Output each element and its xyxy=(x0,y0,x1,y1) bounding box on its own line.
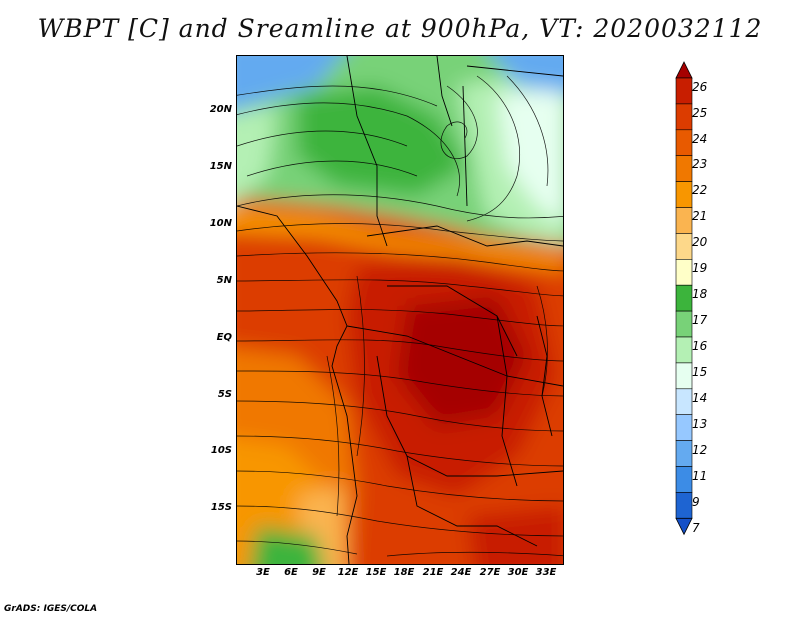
grads-credit: GrADS: IGES/COLA xyxy=(4,604,98,614)
colorbar-segment xyxy=(675,414,693,441)
colorbar-label-14: 14 xyxy=(692,391,708,405)
colorbar-segment xyxy=(675,181,693,208)
lat-label-15n: 15N xyxy=(209,161,232,172)
lat-label-5s: 5S xyxy=(217,389,232,400)
borders xyxy=(237,56,563,564)
lon-label-30e: 30E xyxy=(507,567,529,578)
colorbar-segment xyxy=(675,233,693,260)
colorbar-label-17: 17 xyxy=(692,313,708,327)
lon-label-18e: 18E xyxy=(393,567,415,578)
colorbar-segment xyxy=(675,129,693,157)
lat-label-20n: 20N xyxy=(209,104,232,115)
colorbar-label-18: 18 xyxy=(692,287,708,301)
lon-label-21e: 21E xyxy=(422,567,444,578)
lon-label-27e: 27E xyxy=(479,567,501,578)
colorbar-segment xyxy=(675,77,693,105)
colorbar-segment xyxy=(675,259,693,286)
lon-label-24e: 24E xyxy=(450,567,472,578)
lat-label-15s: 15S xyxy=(210,502,232,513)
lon-label-15e: 15E xyxy=(365,567,387,578)
lat-label-10n: 10N xyxy=(209,218,232,229)
colorbar-label-7: 7 xyxy=(692,521,700,535)
colorbar-segment xyxy=(675,207,693,234)
colorbar-label-13: 13 xyxy=(692,417,708,431)
colorbar-label-11: 11 xyxy=(692,469,708,483)
colorbar-segment xyxy=(675,103,693,131)
chart-title: WBPT [C] and Sreamline at 900hPa, VT: 20… xyxy=(37,14,763,43)
lon-label-6e: 6E xyxy=(284,567,298,578)
colorbar-segment xyxy=(675,362,693,390)
colorbar-bottom-arrow xyxy=(675,517,693,536)
lat-label-10s: 10S xyxy=(210,445,232,456)
lon-label-3e: 3E xyxy=(256,567,270,578)
colorbar-segment xyxy=(675,336,693,364)
colorbar-label-24: 24 xyxy=(692,132,708,146)
lon-label-12e: 12E xyxy=(337,567,359,578)
colorbar-segment xyxy=(675,440,693,467)
colorbar-segment xyxy=(675,310,693,338)
colorbar-label-15: 15 xyxy=(692,365,708,379)
colorbar-label-12: 12 xyxy=(692,443,708,457)
lat-label-5n: 5N xyxy=(216,275,232,286)
colorbar-segment xyxy=(675,284,693,312)
colorbar-label-20: 20 xyxy=(692,235,708,249)
colorbar-segment xyxy=(675,492,693,519)
colorbar-label-26: 26 xyxy=(692,80,708,94)
lon-label-9e: 9E xyxy=(312,567,326,578)
wbpt-map xyxy=(236,55,564,565)
colorbar-label-23: 23 xyxy=(692,157,708,171)
colorbar-top-arrow xyxy=(675,61,693,79)
colorbar xyxy=(675,61,693,536)
colorbar-segment xyxy=(675,388,693,415)
colorbar-label-19: 19 xyxy=(692,261,708,275)
lon-label-33e: 33E xyxy=(535,567,557,578)
colorbar-segment xyxy=(675,466,693,493)
streamlines xyxy=(237,75,563,557)
map-canvas xyxy=(237,56,563,564)
lat-label-eq: EQ xyxy=(216,332,232,343)
colorbar-label-16: 16 xyxy=(692,339,708,353)
colorbar-label-22: 22 xyxy=(692,183,708,197)
colorbar-segment xyxy=(675,155,693,182)
colorbar-label-9: 9 xyxy=(692,495,700,509)
colorbar-label-25: 25 xyxy=(692,106,708,120)
colorbar-label-21: 21 xyxy=(692,209,708,223)
